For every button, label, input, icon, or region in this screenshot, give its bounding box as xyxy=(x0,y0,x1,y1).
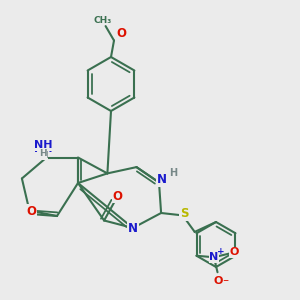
Text: H: H xyxy=(169,167,178,178)
Text: O: O xyxy=(230,248,239,257)
Text: +: + xyxy=(217,247,224,256)
Text: S: S xyxy=(180,207,188,220)
Text: O: O xyxy=(116,27,127,40)
Text: ⁻: ⁻ xyxy=(222,277,228,290)
Text: CH₃: CH₃ xyxy=(94,16,112,25)
Text: O: O xyxy=(213,276,223,286)
Text: N: N xyxy=(209,252,218,262)
Text: N: N xyxy=(128,221,138,235)
Text: NH: NH xyxy=(34,140,52,151)
Text: O: O xyxy=(26,205,36,218)
Text: H: H xyxy=(39,149,47,158)
Text: N: N xyxy=(156,173,167,186)
Text: H: H xyxy=(40,151,47,160)
Text: NH: NH xyxy=(34,144,53,154)
Text: O: O xyxy=(112,190,123,203)
